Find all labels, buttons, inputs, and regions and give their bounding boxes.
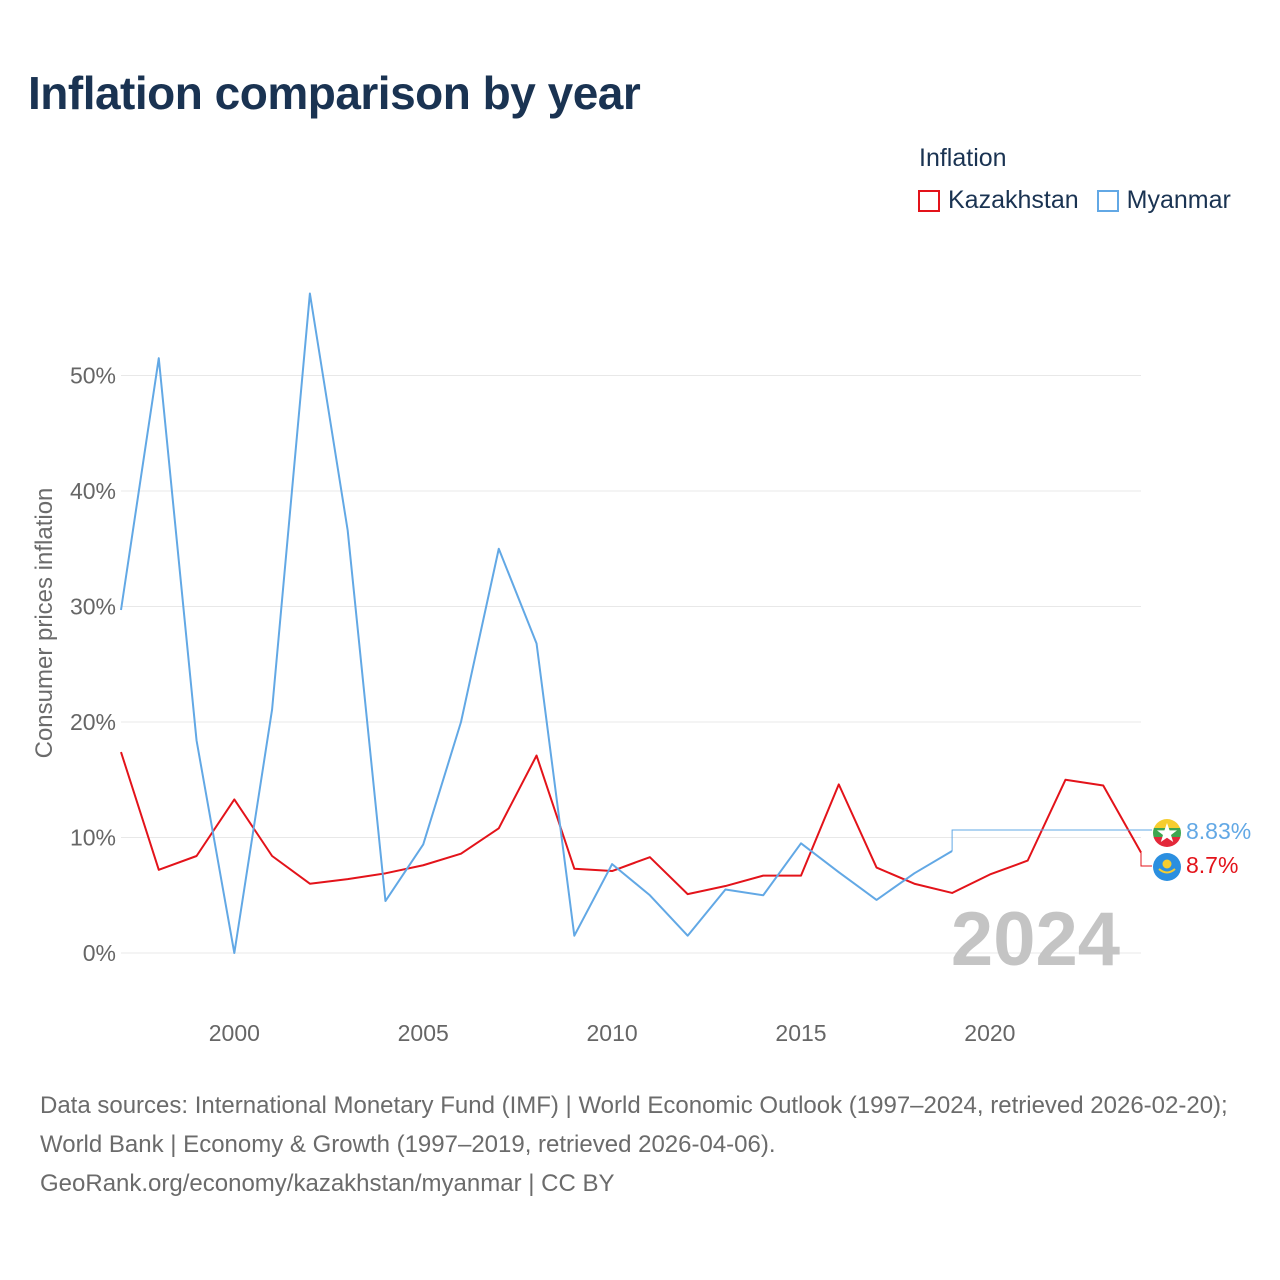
end-value-label-kazakhstan: 8.7% [1186, 852, 1238, 878]
y-tick-label: 20% [70, 709, 116, 735]
line-chart: 0% 10% 20% 30% 40% 50% 2000 2005 2010 2015 2020 C… [31, 292, 1251, 1046]
legend-item-myanmar[interactable]: Myanmar [1096, 186, 1231, 215]
end-value-label-myanmar: 8.83% [1186, 818, 1251, 844]
data-sources-text: Data sources: International Monetary Fun… [40, 1092, 1228, 1158]
current-year-label: 2024 [951, 897, 1120, 982]
legend-swatch-kazakhstan [918, 189, 940, 212]
footer: Data sources: International Monetary Fun… [40, 1086, 1250, 1203]
x-tick-label: 2020 [964, 1020, 1015, 1046]
y-tick-label: 10% [70, 825, 116, 851]
kazakhstan-flag-icon [1153, 853, 1181, 881]
chart-title: Inflation comparison by year [28, 67, 641, 119]
grid-lines [121, 375, 1141, 954]
x-axis-ticks: 2000 2005 2010 2015 2020 [209, 1020, 1016, 1046]
legend-label-kazakhstan: Kazakhstan [948, 186, 1079, 214]
legend-swatch-myanmar [1096, 189, 1119, 212]
series-line-kazakhstan [120, 751, 1142, 896]
series-line-myanmar [120, 292, 953, 955]
y-tick-label: 0% [83, 940, 116, 966]
series-lines [120, 292, 1142, 955]
y-axis-label: Consumer prices inflation [31, 488, 58, 759]
legend-label-myanmar: Myanmar [1126, 186, 1231, 214]
x-tick-label: 2010 [587, 1020, 638, 1046]
y-axis-ticks: 0% 10% 20% 30% 40% 50% [70, 363, 116, 967]
legend-item-kazakhstan[interactable]: Kazakhstan [918, 186, 1079, 215]
y-tick-label: 40% [70, 478, 116, 504]
y-tick-label: 30% [70, 594, 116, 620]
source-link[interactable]: GeoRank.org/economy/kazakhstan/myanmar |… [40, 1170, 615, 1197]
myanmar-flag-icon [1153, 819, 1181, 847]
legend-title: Inflation [919, 144, 1007, 172]
y-tick-label: 50% [70, 363, 116, 389]
end-connector-kazakhstan [1140, 852, 1152, 867]
legend: Kazakhstan Myanmar [918, 186, 1249, 215]
x-tick-label: 2015 [775, 1020, 826, 1046]
x-tick-label: 2000 [209, 1020, 260, 1046]
end-connector-myanmar [951, 829, 1152, 852]
x-tick-label: 2005 [398, 1020, 449, 1046]
end-markers: 8.7% 8.83% [951, 818, 1251, 881]
